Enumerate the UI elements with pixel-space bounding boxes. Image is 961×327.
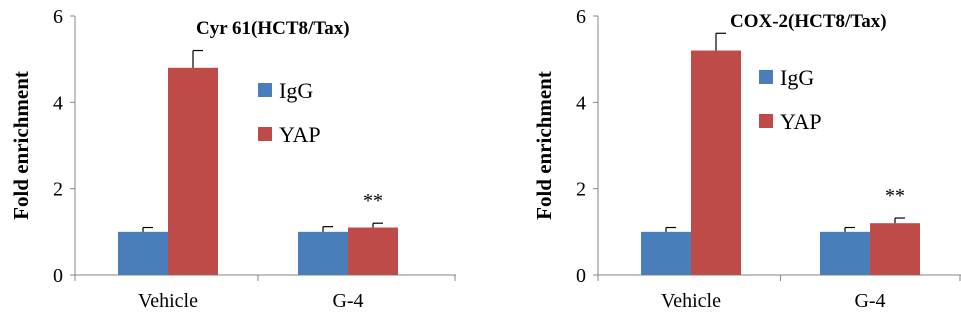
bar-igg-g-4 — [298, 231, 348, 275]
x-tick-label: Vehicle — [138, 290, 198, 312]
y-tick-label: 0 — [576, 265, 586, 287]
chart-title: COX-2(HCT8/Tax) — [730, 11, 887, 32]
bar-igg-vehicle — [641, 231, 691, 275]
bar-yap-g-4 — [870, 223, 920, 275]
legend-swatch-yap — [759, 114, 773, 128]
chart-cyr61: 0 2 4 6 Vehicle G-4 ** Cyr 61(HCT8/Tax) Fold enr… — [9, 6, 456, 312]
legend-swatch-igg — [258, 83, 272, 97]
y-tick-label: 2 — [576, 179, 586, 201]
significance-label: ** — [885, 185, 905, 207]
bar-yap-vehicle — [168, 67, 218, 275]
x-tick-label: G-4 — [854, 290, 885, 312]
legend-swatch-yap — [258, 127, 272, 141]
bar-igg-g-4 — [820, 231, 870, 275]
x-tick-label: Vehicle — [661, 290, 721, 312]
chart-cox2: 0 2 4 6 Vehicle G-4 ** COX-2(HCT8/Tax) Fold enri… — [532, 6, 961, 312]
chart-title: Cyr 61(HCT8/Tax) — [196, 18, 350, 39]
significance-label: ** — [363, 190, 383, 212]
bar-yap-vehicle — [691, 50, 741, 276]
legend-label-yap: YAP — [780, 109, 822, 134]
x-tick-label: G-4 — [332, 290, 363, 312]
y-tick-label: 6 — [576, 6, 586, 28]
y-tick-label: 4 — [53, 92, 63, 114]
legend-label-yap: YAP — [279, 122, 321, 147]
bar-igg-vehicle — [118, 231, 168, 275]
bar-yap-g-4 — [348, 227, 398, 275]
legend-label-igg: IgG — [780, 65, 814, 90]
y-axis-label: Fold enrichment — [9, 71, 33, 220]
y-tick-label: 6 — [53, 6, 63, 28]
legend-label-igg: IgG — [279, 78, 313, 103]
y-tick-label: 4 — [576, 92, 586, 114]
legend-swatch-igg — [759, 70, 773, 84]
y-tick-label: 0 — [53, 265, 63, 287]
y-axis-label: Fold enrichment — [532, 71, 556, 220]
y-tick-label: 2 — [53, 179, 63, 201]
